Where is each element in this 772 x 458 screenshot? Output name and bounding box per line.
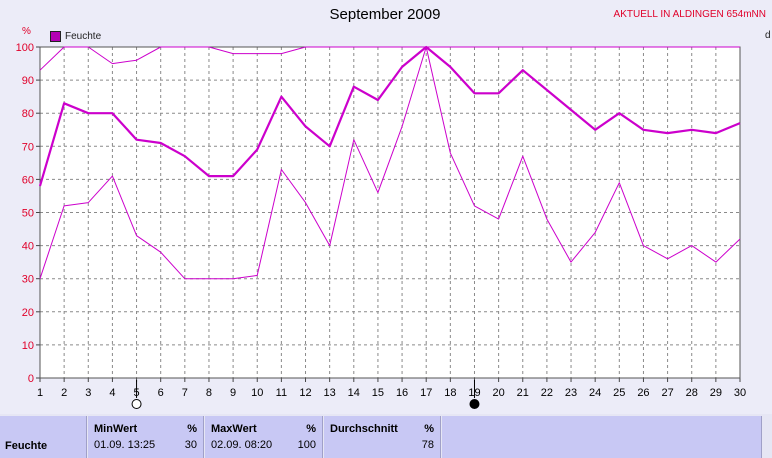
- x-tick-label: 12: [299, 387, 311, 399]
- x-tick-label: 20: [492, 387, 504, 399]
- legend-swatch: [50, 31, 61, 42]
- x-tick-label: 30: [734, 387, 746, 399]
- stats-row-label: Feuchte: [5, 440, 48, 452]
- x-tick-label: 29: [710, 387, 722, 399]
- x-tick-label: 6: [158, 387, 164, 399]
- series-line-min: [39, 46, 741, 280]
- x-tick-label: 16: [396, 387, 408, 399]
- x-tick-label: 8: [206, 387, 212, 399]
- x-tick-label: 2: [61, 387, 67, 399]
- x-tick-label: 26: [637, 387, 649, 399]
- y-tick-label: 60: [22, 174, 34, 186]
- y-tick-label: 70: [22, 141, 34, 153]
- legend-label: Feuchte: [65, 31, 102, 42]
- x-tick-label: 11: [276, 387, 287, 399]
- stats-label-cell: Feuchte: [0, 416, 87, 458]
- x-tick-label: 9: [230, 387, 236, 399]
- y-tick-label: 0: [28, 373, 34, 385]
- right-axis-unit: d: [765, 30, 771, 41]
- avg-value-cell: Durchschnitt % 78: [324, 416, 441, 458]
- y-tick-label: 10: [22, 340, 34, 352]
- max-unit: %: [306, 423, 316, 435]
- y-tick-label: 100: [16, 42, 34, 54]
- humidity-chart: 0102030405060708090100123456789101112131…: [16, 42, 746, 409]
- avg-header: Durchschnitt: [330, 423, 398, 435]
- y-tick-label: 90: [22, 75, 34, 87]
- location-label: AKTUELL IN ALDINGEN 654mNN: [613, 9, 766, 20]
- x-tick-label: 23: [565, 387, 577, 399]
- avg-value: 78: [421, 439, 434, 451]
- x-tick-label: 18: [444, 387, 456, 399]
- new-moon-icon: [469, 399, 480, 409]
- series-line-max: [39, 46, 740, 71]
- x-tick-label: 22: [541, 387, 553, 399]
- max-header: MaxWert: [211, 423, 257, 435]
- y-axis-unit: %: [22, 26, 31, 37]
- series-line-avg: [38, 45, 741, 187]
- x-tick-label: 17: [420, 387, 432, 399]
- y-tick-label: 30: [22, 274, 34, 286]
- y-tick-label: 20: [22, 307, 34, 319]
- min-value: 30: [184, 439, 197, 451]
- min-datetime: 01.09. 13:25: [94, 439, 156, 451]
- max-value: 100: [297, 439, 316, 451]
- y-tick-label: 40: [22, 241, 34, 253]
- min-unit: %: [187, 423, 197, 435]
- x-tick-label: 21: [517, 387, 529, 399]
- max-datetime: 02.09. 08:20: [211, 439, 273, 451]
- x-tick-label: 4: [109, 387, 115, 399]
- x-tick-label: 15: [372, 387, 384, 399]
- min-header: MinWert: [94, 423, 138, 435]
- x-tick-label: 1: [37, 387, 43, 399]
- chart-title: September 2009: [329, 6, 441, 23]
- max-value-cell: MaxWert % 02.09. 08:20 100: [205, 416, 323, 458]
- min-value-cell: MinWert % 01.09. 13:25 30: [88, 416, 204, 458]
- x-tick-label: 25: [613, 387, 625, 399]
- stats-panel: Feuchte MinWert % 01.09. 13:25 30 MaxWer…: [0, 414, 772, 458]
- x-tick-label: 14: [348, 387, 360, 399]
- stats-empty-cell: [442, 416, 762, 458]
- x-tick-label: 24: [589, 387, 601, 399]
- x-tick-label: 28: [686, 387, 698, 399]
- full-moon-icon: [131, 399, 142, 409]
- x-tick-label: 13: [324, 387, 336, 399]
- y-tick-label: 80: [22, 108, 34, 120]
- avg-unit: %: [424, 423, 434, 435]
- legend: Feuchte: [50, 31, 101, 42]
- x-tick-label: 3: [85, 387, 91, 399]
- x-tick-label: 10: [251, 387, 263, 399]
- x-tick-label: 7: [182, 387, 188, 399]
- x-tick-label: 27: [661, 387, 673, 399]
- y-tick-label: 50: [22, 208, 34, 220]
